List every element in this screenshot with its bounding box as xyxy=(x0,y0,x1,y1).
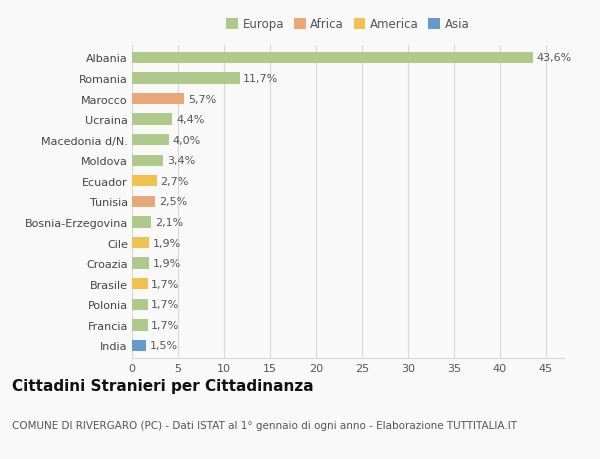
Bar xyxy=(132,279,148,290)
Bar xyxy=(132,237,149,249)
Bar xyxy=(132,299,148,310)
Bar xyxy=(132,155,163,167)
Text: 2,1%: 2,1% xyxy=(155,218,183,228)
Text: 1,7%: 1,7% xyxy=(151,279,179,289)
Bar xyxy=(132,94,184,105)
Text: 1,9%: 1,9% xyxy=(153,258,181,269)
Text: 11,7%: 11,7% xyxy=(243,74,278,84)
Bar xyxy=(132,217,151,228)
Bar xyxy=(132,114,172,125)
Text: 4,4%: 4,4% xyxy=(176,115,205,125)
Text: 4,0%: 4,0% xyxy=(172,135,200,146)
Bar xyxy=(132,73,239,84)
Bar xyxy=(132,340,146,351)
Bar xyxy=(132,53,533,64)
Text: 3,4%: 3,4% xyxy=(167,156,195,166)
Text: 2,5%: 2,5% xyxy=(158,197,187,207)
Text: 5,7%: 5,7% xyxy=(188,94,217,104)
Text: 1,5%: 1,5% xyxy=(149,341,178,351)
Text: 1,9%: 1,9% xyxy=(153,238,181,248)
Bar xyxy=(132,134,169,146)
Text: 1,7%: 1,7% xyxy=(151,320,179,330)
Text: COMUNE DI RIVERGARO (PC) - Dati ISTAT al 1° gennaio di ogni anno - Elaborazione : COMUNE DI RIVERGARO (PC) - Dati ISTAT al… xyxy=(12,420,517,430)
Legend: Europa, Africa, America, Asia: Europa, Africa, America, Asia xyxy=(224,16,472,34)
Bar xyxy=(132,196,155,207)
Bar xyxy=(132,319,148,331)
Text: Cittadini Stranieri per Cittadinanza: Cittadini Stranieri per Cittadinanza xyxy=(12,379,314,394)
Bar xyxy=(132,176,157,187)
Text: 1,7%: 1,7% xyxy=(151,300,179,310)
Text: 43,6%: 43,6% xyxy=(536,53,572,63)
Bar xyxy=(132,258,149,269)
Text: 2,7%: 2,7% xyxy=(160,176,189,186)
